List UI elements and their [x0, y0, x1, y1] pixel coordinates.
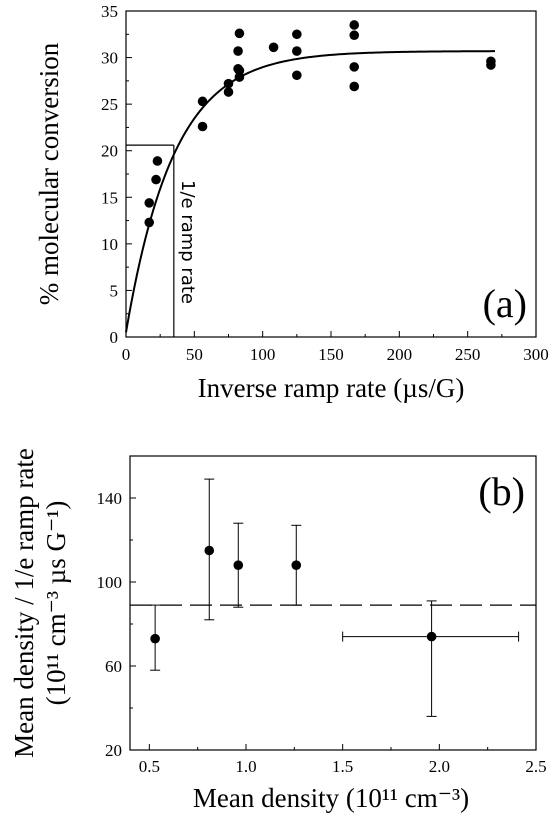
panel-a-fit-curve [125, 50, 495, 333]
panel-a-xtick-label: 300 [523, 345, 549, 364]
panel-b: 0.5 1.0 1.5 2.0 2.5 20 60 100 140 Mean density (… [9, 448, 547, 813]
panel-a-ytick-label: 15 [101, 188, 118, 207]
panel-a-data-point [268, 42, 279, 53]
panel-a-data-point [349, 30, 360, 41]
panel-a-xtick-label: 250 [455, 345, 481, 364]
panel-b-plot-area [129, 455, 537, 751]
panel-a-ytick-label: 25 [101, 95, 118, 114]
panel-a-data-point [223, 87, 234, 97]
panel-a-data-point [292, 46, 302, 56]
panel-a-data-point [486, 60, 496, 70]
panel-a-ytick-label: 35 [101, 2, 118, 21]
panel-a-ytick-label: 10 [101, 235, 118, 254]
panel-a-data-point [292, 29, 302, 40]
panel-b-ytick-label: 140 [97, 489, 123, 508]
panel-a-label: (a) [483, 281, 527, 326]
panel-a-xtick-label: 200 [387, 345, 413, 364]
panel-b-ytick-label: 60 [105, 657, 122, 676]
panel-a-ytick-label: 20 [101, 142, 118, 161]
panel-b-data-point [291, 560, 302, 570]
panel-a-ticks: 0 50 100 150 200 250 300 0 5 10 15 20 25 30 35 [101, 2, 549, 364]
panel-a-data-point [223, 78, 234, 89]
panel-a-data-point [349, 62, 360, 72]
panel-b-ticks: 0.5 1.0 1.5 2.0 2.5 20 60 100 140 [97, 489, 547, 776]
panel-a-ylabel: % molecular conversion [34, 42, 64, 305]
panel-b-xlabel: Mean density (10¹¹ cm⁻³) [193, 783, 469, 813]
panel-b-ytick-label: 20 [105, 741, 122, 760]
panel-a-xlabel: Inverse ramp rate (µs/G) [198, 373, 465, 403]
panel-a-data-point [349, 20, 360, 30]
panel-b-data-point [233, 560, 244, 570]
panel-b-xtick-label: 0.5 [139, 757, 160, 776]
panel-a-xtick-label: 150 [318, 345, 344, 364]
panel-a: 0 50 100 150 200 250 300 0 5 10 15 20 25 30 35 Inverse… [34, 2, 549, 403]
panel-a-data-point [233, 46, 243, 56]
panel-a-ytick-label: 5 [110, 281, 119, 300]
panel-b-data-point [204, 545, 215, 556]
panel-a-xtick-label: 100 [250, 345, 276, 364]
panel-a-points [144, 20, 496, 228]
panel-b-xtick-label: 1.0 [235, 757, 256, 776]
panel-b-data-point [426, 631, 437, 642]
panel-a-ytick-label: 30 [101, 49, 118, 68]
panel-a-data-point [197, 96, 208, 107]
panel-b-xtick-label: 2.5 [525, 757, 546, 776]
panel-a-data-point [197, 121, 208, 132]
panel-a-data-point [144, 198, 155, 208]
panel-a-data-point [349, 81, 360, 92]
panel-a-data-point [151, 174, 161, 185]
panel-a-overlay [125, 50, 495, 337]
panel-b-ylabel-line1: Mean density / 1/e ramp rate [9, 448, 39, 758]
panel-b-ytick-label: 100 [97, 573, 123, 592]
panel-a-data-point [292, 70, 302, 81]
panel-b-data-point [150, 633, 160, 644]
panel-a-ytick-label: 0 [110, 328, 119, 347]
panel-a-xtick-label: 50 [186, 345, 203, 364]
panel-a-data-point [234, 28, 245, 39]
panel-a-annotation: 1/e ramp rate [177, 180, 198, 304]
panel-b-label: (b) [478, 469, 525, 514]
panel-b-ylabel-line2: (10¹¹ cm⁻³ µs G⁻¹) [41, 501, 71, 706]
panel-b-xtick-label: 1.5 [332, 757, 353, 776]
panel-a-data-point [144, 217, 155, 228]
panel-a-data-point [234, 72, 245, 82]
panel-a-xtick-label: 0 [122, 345, 131, 364]
panel-b-points [150, 478, 520, 717]
panel-a-data-point [152, 156, 163, 166]
panel-b-xtick-label: 2.0 [429, 757, 450, 776]
